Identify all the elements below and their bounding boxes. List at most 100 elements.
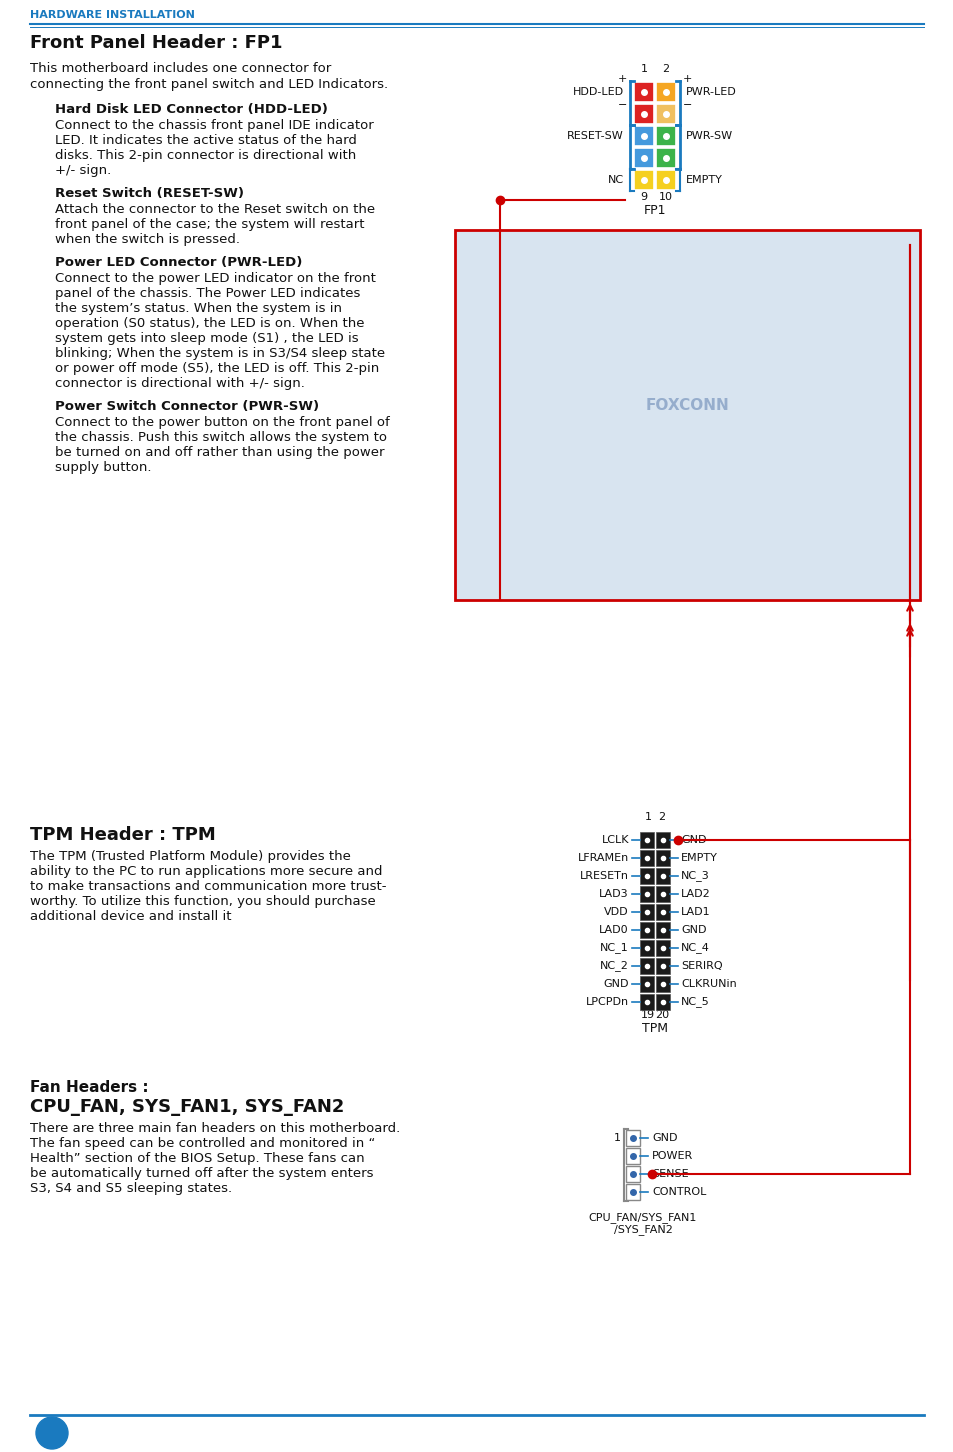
Text: EMPTY: EMPTY: [680, 852, 717, 862]
Text: 10: 10: [659, 192, 672, 202]
FancyBboxPatch shape: [639, 905, 654, 921]
FancyBboxPatch shape: [455, 229, 919, 600]
Text: 1: 1: [639, 64, 647, 74]
Text: additional device and install it: additional device and install it: [30, 910, 232, 923]
Text: S3, S4 and S5 sleeping states.: S3, S4 and S5 sleeping states.: [30, 1182, 232, 1195]
Circle shape: [36, 1417, 68, 1449]
FancyBboxPatch shape: [625, 1149, 639, 1165]
Text: NC: NC: [607, 176, 623, 184]
Text: LAD1: LAD1: [680, 908, 710, 918]
Text: RESET-SW: RESET-SW: [567, 131, 623, 141]
Text: This motherboard includes one connector for: This motherboard includes one connector …: [30, 62, 331, 76]
Text: −: −: [617, 100, 626, 110]
Text: HARDWARE INSTALLATION: HARDWARE INSTALLATION: [30, 10, 194, 20]
Text: 19: 19: [640, 1011, 655, 1019]
FancyBboxPatch shape: [656, 849, 669, 865]
Text: be turned on and off rather than using the power: be turned on and off rather than using t…: [55, 446, 384, 459]
Text: The fan speed can be controlled and monitored in “: The fan speed can be controlled and moni…: [30, 1137, 375, 1150]
Text: blinking; When the system is in S3/S4 sleep state: blinking; When the system is in S3/S4 sl…: [55, 347, 385, 360]
Text: Connect to the power button on the front panel of: Connect to the power button on the front…: [55, 417, 390, 428]
Text: Connect to the chassis front panel IDE indicator: Connect to the chassis front panel IDE i…: [55, 119, 374, 132]
Text: PWR-LED: PWR-LED: [685, 87, 736, 97]
Text: 16: 16: [42, 1426, 62, 1440]
FancyBboxPatch shape: [634, 105, 654, 123]
Text: connecting the front panel switch and LED Indicators.: connecting the front panel switch and LE…: [30, 78, 388, 91]
FancyBboxPatch shape: [639, 976, 654, 992]
Text: Power LED Connector (PWR-LED): Power LED Connector (PWR-LED): [55, 256, 302, 269]
Text: LAD3: LAD3: [598, 889, 628, 899]
Text: PWR-SW: PWR-SW: [685, 131, 732, 141]
Text: Front Panel Header : FP1: Front Panel Header : FP1: [30, 33, 282, 52]
Text: ability to the PC to run applications more secure and: ability to the PC to run applications mo…: [30, 865, 382, 878]
Text: or power off mode (S5), the LED is off. This 2-pin: or power off mode (S5), the LED is off. …: [55, 362, 379, 375]
FancyBboxPatch shape: [639, 868, 654, 884]
Text: FOXCONN: FOXCONN: [645, 398, 729, 412]
FancyBboxPatch shape: [656, 148, 676, 168]
FancyBboxPatch shape: [639, 849, 654, 865]
Text: +/- sign.: +/- sign.: [55, 164, 112, 177]
Text: 9: 9: [639, 192, 647, 202]
Text: 20: 20: [655, 1011, 668, 1019]
Text: Power Switch Connector (PWR-SW): Power Switch Connector (PWR-SW): [55, 399, 319, 412]
Text: FP1: FP1: [643, 203, 665, 216]
Text: 2: 2: [661, 64, 669, 74]
Text: operation (S0 status), the LED is on. When the: operation (S0 status), the LED is on. Wh…: [55, 317, 364, 330]
FancyBboxPatch shape: [656, 922, 669, 938]
Text: Hard Disk LED Connector (HDD-LED): Hard Disk LED Connector (HDD-LED): [55, 103, 328, 116]
FancyBboxPatch shape: [656, 832, 669, 848]
FancyBboxPatch shape: [634, 148, 654, 168]
Text: NC_3: NC_3: [680, 871, 709, 881]
Text: LPCPDn: LPCPDn: [585, 998, 628, 1008]
Text: TPM Header : TPM: TPM Header : TPM: [30, 826, 215, 844]
Text: LAD0: LAD0: [598, 925, 628, 935]
FancyBboxPatch shape: [639, 832, 654, 848]
Text: NC_2: NC_2: [599, 961, 628, 971]
FancyBboxPatch shape: [639, 922, 654, 938]
Text: GND: GND: [651, 1133, 677, 1143]
Text: There are three main fan headers on this motherboard.: There are three main fan headers on this…: [30, 1122, 400, 1135]
Text: Fan Headers :: Fan Headers :: [30, 1080, 149, 1095]
Text: LCLK: LCLK: [601, 835, 628, 845]
Text: 1: 1: [644, 812, 651, 822]
Text: be automatically turned off after the system enters: be automatically turned off after the sy…: [30, 1167, 374, 1180]
FancyBboxPatch shape: [639, 939, 654, 955]
Text: −: −: [682, 100, 692, 110]
Text: LRESETn: LRESETn: [579, 871, 628, 881]
Text: Connect to the power LED indicator on the front: Connect to the power LED indicator on th…: [55, 272, 375, 285]
Text: GND: GND: [680, 835, 706, 845]
Text: NC_5: NC_5: [680, 996, 709, 1008]
Text: front panel of the case; the system will restart: front panel of the case; the system will…: [55, 218, 364, 231]
Text: Attach the connector to the Reset switch on the: Attach the connector to the Reset switch…: [55, 203, 375, 216]
Text: SERIRQ: SERIRQ: [680, 961, 721, 971]
Text: LED. It indicates the active status of the hard: LED. It indicates the active status of t…: [55, 134, 356, 147]
Text: +: +: [617, 74, 626, 84]
FancyBboxPatch shape: [656, 939, 669, 955]
Text: HDD-LED: HDD-LED: [572, 87, 623, 97]
FancyBboxPatch shape: [656, 905, 669, 921]
FancyBboxPatch shape: [656, 81, 676, 102]
FancyBboxPatch shape: [639, 886, 654, 902]
FancyBboxPatch shape: [634, 81, 654, 102]
Text: 1: 1: [614, 1133, 620, 1143]
FancyBboxPatch shape: [656, 170, 676, 190]
FancyBboxPatch shape: [656, 105, 676, 123]
FancyBboxPatch shape: [625, 1183, 639, 1199]
Text: panel of the chassis. The Power LED indicates: panel of the chassis. The Power LED indi…: [55, 287, 360, 301]
FancyBboxPatch shape: [634, 170, 654, 190]
FancyBboxPatch shape: [634, 126, 654, 147]
Text: when the switch is pressed.: when the switch is pressed.: [55, 232, 240, 245]
FancyBboxPatch shape: [656, 868, 669, 884]
FancyBboxPatch shape: [625, 1166, 639, 1182]
Text: /SYS_FAN2: /SYS_FAN2: [613, 1224, 672, 1234]
Text: the chassis. Push this switch allows the system to: the chassis. Push this switch allows the…: [55, 431, 387, 444]
Text: EMPTY: EMPTY: [685, 176, 722, 184]
Text: CPU_FAN/SYS_FAN1: CPU_FAN/SYS_FAN1: [588, 1212, 697, 1223]
Text: The TPM (Trusted Platform Module) provides the: The TPM (Trusted Platform Module) provid…: [30, 849, 351, 862]
Text: TPM: TPM: [641, 1022, 667, 1035]
FancyBboxPatch shape: [656, 995, 669, 1011]
Text: SENSE: SENSE: [651, 1169, 688, 1179]
Text: disks. This 2-pin connector is directional with: disks. This 2-pin connector is direction…: [55, 150, 355, 163]
Text: 2: 2: [658, 812, 665, 822]
FancyBboxPatch shape: [639, 958, 654, 974]
Text: NC_1: NC_1: [599, 942, 628, 954]
